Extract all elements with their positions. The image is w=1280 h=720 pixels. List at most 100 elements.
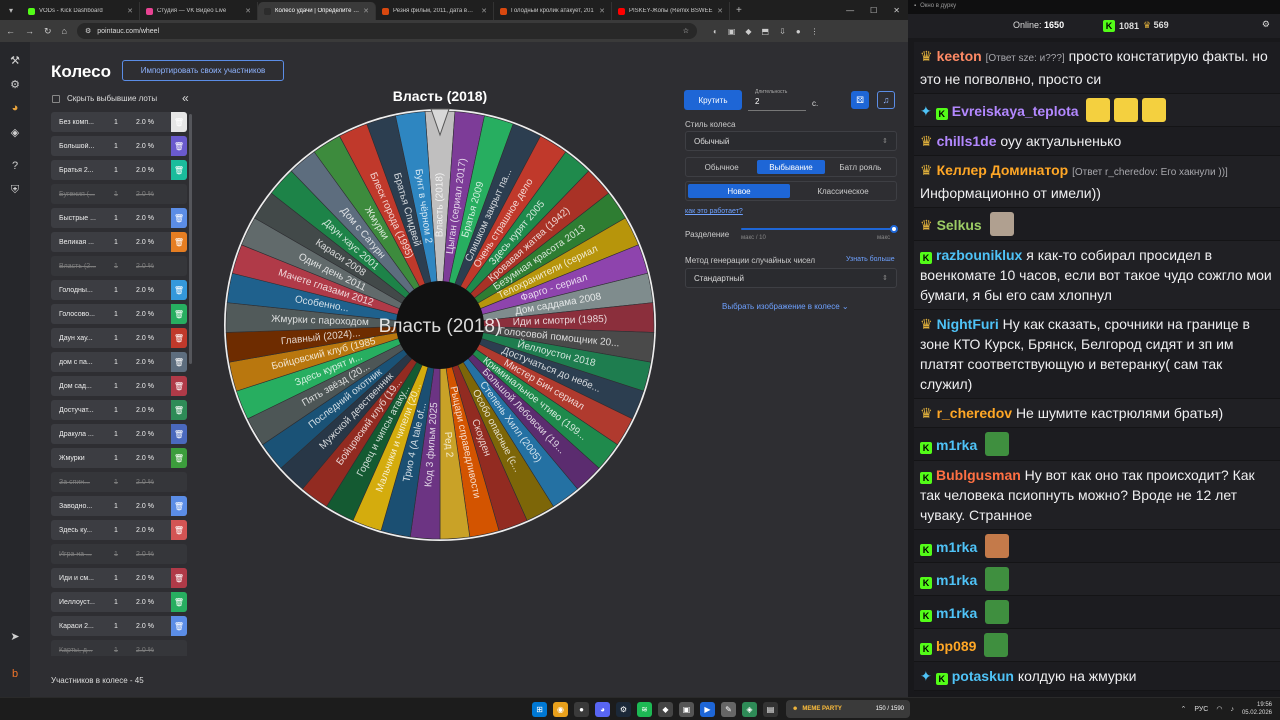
lot-row[interactable]: Жмурки 1 2.0 % 🗑 bbox=[51, 448, 187, 468]
chat-message[interactable]: ✦ K Evreiskaya_teplota bbox=[914, 94, 1280, 127]
boosty-icon[interactable]: b bbox=[11, 668, 19, 680]
lot-row[interactable]: Без комп... 1 2.0 % 🗑 bbox=[51, 112, 187, 132]
lot-row[interactable]: Иди и см... 1 2.0 % 🗑 bbox=[51, 568, 187, 588]
trash-icon[interactable]: 🗑 bbox=[171, 112, 187, 132]
trash-icon[interactable]: 🗑 bbox=[171, 280, 187, 300]
minimize-button[interactable]: — bbox=[846, 5, 855, 15]
chat-username[interactable]: chills1de bbox=[936, 133, 997, 149]
chat-message[interactable]: ♛ keeton [Ответ sze: и???] просто констат… bbox=[914, 42, 1280, 94]
tab-close-icon[interactable]: ✕ bbox=[717, 8, 723, 15]
profile-icon[interactable]: ● bbox=[795, 26, 801, 36]
chat-settings-icon[interactable]: ⚙ bbox=[1261, 19, 1270, 29]
trash-icon[interactable]: 🗑 bbox=[171, 568, 187, 588]
hide-eliminated-checkbox[interactable] bbox=[52, 94, 60, 103]
lot-row[interactable]: Братья 2... 1 2.0 % 🗑 bbox=[51, 160, 187, 180]
music-note-icon[interactable]: ♫ bbox=[877, 91, 895, 109]
chrome-icon[interactable]: ◉ bbox=[553, 702, 568, 717]
chat-username[interactable]: m1rka bbox=[936, 572, 978, 588]
chat-username[interactable]: Келлер Доминатор bbox=[936, 162, 1069, 178]
split-slider-track[interactable] bbox=[741, 228, 894, 230]
chat-message[interactable]: K Bublgusman Ну вот как оно так происходи… bbox=[914, 461, 1280, 530]
trash-icon[interactable]: 🗑 bbox=[171, 376, 187, 396]
extension-icon[interactable]: ◆ bbox=[745, 26, 752, 36]
browser-tab[interactable]: PISKEY-Жопы (Remix BSWEE ✕ bbox=[612, 2, 730, 20]
lot-row[interactable]: Здесь ку... 1 2.0 % 🗑 bbox=[51, 520, 187, 540]
chat-username[interactable]: Selkus bbox=[936, 217, 982, 233]
app-icon[interactable]: ◆ bbox=[658, 702, 673, 717]
trash-icon[interactable]: 🗑 bbox=[171, 616, 187, 636]
lot-row[interactable]: Даун хау... 1 2.0 % 🗑 bbox=[51, 328, 187, 348]
language-indicator[interactable]: РУС bbox=[1194, 705, 1209, 713]
trash-icon[interactable]: 🗑 bbox=[171, 448, 187, 468]
chat-username[interactable]: razbouniklux bbox=[936, 247, 1023, 263]
lot-row[interactable]: Голосово... 1 2.0 % 🗑 bbox=[51, 304, 187, 324]
obs-icon[interactable]: ● bbox=[574, 702, 589, 717]
trash-icon[interactable]: 🗑 bbox=[171, 208, 187, 228]
chat-message[interactable]: ♛ Selkus bbox=[914, 208, 1280, 241]
lot-row[interactable]: Карты, д...12.0 %🗑 bbox=[51, 640, 187, 656]
extension-icon[interactable]: ▣ bbox=[727, 26, 736, 36]
layers-icon[interactable]: ◈ bbox=[10, 126, 20, 139]
tab-close-icon[interactable]: ✕ bbox=[481, 8, 487, 15]
browser-tab[interactable]: Резня фильм, 2011, дата выхо ✕ bbox=[376, 2, 494, 20]
extension-icon[interactable]: ⬒ bbox=[761, 26, 770, 36]
new-tab-button[interactable]: + bbox=[736, 4, 742, 16]
browser-tab[interactable]: Студия — VK Видео Live ✕ bbox=[140, 2, 258, 20]
tab-close-icon[interactable]: ✕ bbox=[599, 8, 605, 15]
discord-icon[interactable]: ◕ bbox=[595, 702, 610, 717]
lot-row[interactable]: Власть (2...12.0 %🗑 bbox=[51, 256, 187, 276]
start-windows-icon[interactable]: ⊞ bbox=[532, 702, 547, 717]
random-dice-icon[interactable]: ⚄ bbox=[851, 91, 869, 109]
lot-row[interactable]: Достучат... 1 2.0 % 🗑 bbox=[51, 400, 187, 420]
chat-username[interactable]: potaskun bbox=[951, 668, 1014, 684]
steam-icon[interactable]: ⚙ bbox=[616, 702, 631, 717]
tab-search-icon[interactable]: ▾ bbox=[8, 5, 13, 15]
chat-username[interactable]: bp089 bbox=[936, 638, 977, 654]
trash-icon[interactable]: 🗑 bbox=[171, 496, 187, 516]
maximize-button[interactable]: ☐ bbox=[870, 5, 878, 15]
auction-icon[interactable]: ⚒ bbox=[10, 54, 20, 67]
trash-icon[interactable]: 🗑 bbox=[171, 232, 187, 252]
chat-username[interactable]: Bublgusman bbox=[936, 467, 1021, 483]
hide-eliminated-toggle[interactable]: Скрыть выбывшие лоты bbox=[52, 94, 192, 103]
chat-message[interactable]: ♛ r_cheredov Не шумите кастрюлями братья) bbox=[914, 399, 1280, 428]
lot-list-scrollbar[interactable] bbox=[189, 114, 192, 364]
help-icon[interactable]: ? bbox=[11, 160, 19, 172]
chat-username[interactable]: r_cheredov bbox=[936, 405, 1013, 421]
address-bar[interactable]: ⚙ pointauc.com/wheel ☆ bbox=[76, 23, 697, 39]
chat-message[interactable]: ♛ NightFuri Ну как сказать, срочники на г… bbox=[914, 310, 1280, 399]
lot-row[interactable]: Дом сад... 1 2.0 % 🗑 bbox=[51, 376, 187, 396]
lot-row[interactable]: Дракула ... 1 2.0 % 🗑 bbox=[51, 424, 187, 444]
trash-icon[interactable]: 🗑 bbox=[171, 400, 187, 420]
chat-username[interactable]: NightFuri bbox=[936, 316, 999, 332]
lot-row[interactable]: Бугения (...12.0 %🗑 bbox=[51, 184, 187, 204]
shield-icon[interactable]: ⛨ bbox=[10, 183, 20, 196]
lot-row[interactable]: Игра на ...12.0 %🗑 bbox=[51, 544, 187, 564]
fortune-wheel[interactable]: Власть (2018) Цыган (сериал 2017)Братья 2… bbox=[220, 105, 660, 545]
bookmark-star-icon[interactable]: ☆ bbox=[682, 28, 689, 35]
app-icon[interactable]: ✎ bbox=[721, 702, 736, 717]
clock[interactable]: 19:56 05.02.2026 bbox=[1242, 701, 1272, 717]
lot-row[interactable]: дом с па... 1 2.0 % 🗑 bbox=[51, 352, 187, 372]
lot-row[interactable]: За спин...12.0 %🗑 bbox=[51, 472, 187, 492]
lot-row[interactable]: Быстрые ... 1 2.0 % 🗑 bbox=[51, 208, 187, 228]
meme-party-widget[interactable]: ☻ MEME PARTY 150 / 1590 bbox=[786, 700, 910, 718]
lot-row[interactable]: Йеллоуст... 1 2.0 % 🗑 bbox=[51, 592, 187, 612]
app-icon[interactable]: ▤ bbox=[763, 702, 778, 717]
lot-row[interactable]: Заводно... 1 2.0 % 🗑 bbox=[51, 496, 187, 516]
lot-row[interactable]: Голодны... 1 2.0 % 🗑 bbox=[51, 280, 187, 300]
tab-close-icon[interactable]: ✕ bbox=[245, 8, 251, 15]
split-slider-handle[interactable] bbox=[890, 225, 898, 233]
lot-row[interactable]: Караси 2... 1 2.0 % 🗑 bbox=[51, 616, 187, 636]
chat-message[interactable]: ♛ Келлер Доминатор [Ответ r_cheredov: Его… bbox=[914, 156, 1280, 208]
browser-tab[interactable]: Голодный кролик атакует, 201 ✕ bbox=[494, 2, 612, 20]
app-icon[interactable]: ▶ bbox=[700, 702, 715, 717]
trash-icon[interactable]: 🗑 bbox=[171, 328, 187, 348]
browser-tab[interactable]: Колесо удачи | Определите ва ✕ bbox=[258, 2, 376, 20]
choose-image-button[interactable]: Выбрать изображение в колесе ⌄ bbox=[722, 302, 849, 311]
downloads-icon[interactable]: ⇩ bbox=[779, 26, 786, 36]
chat-message[interactable]: ♛ chills1de оуу актуальненько bbox=[914, 127, 1280, 156]
